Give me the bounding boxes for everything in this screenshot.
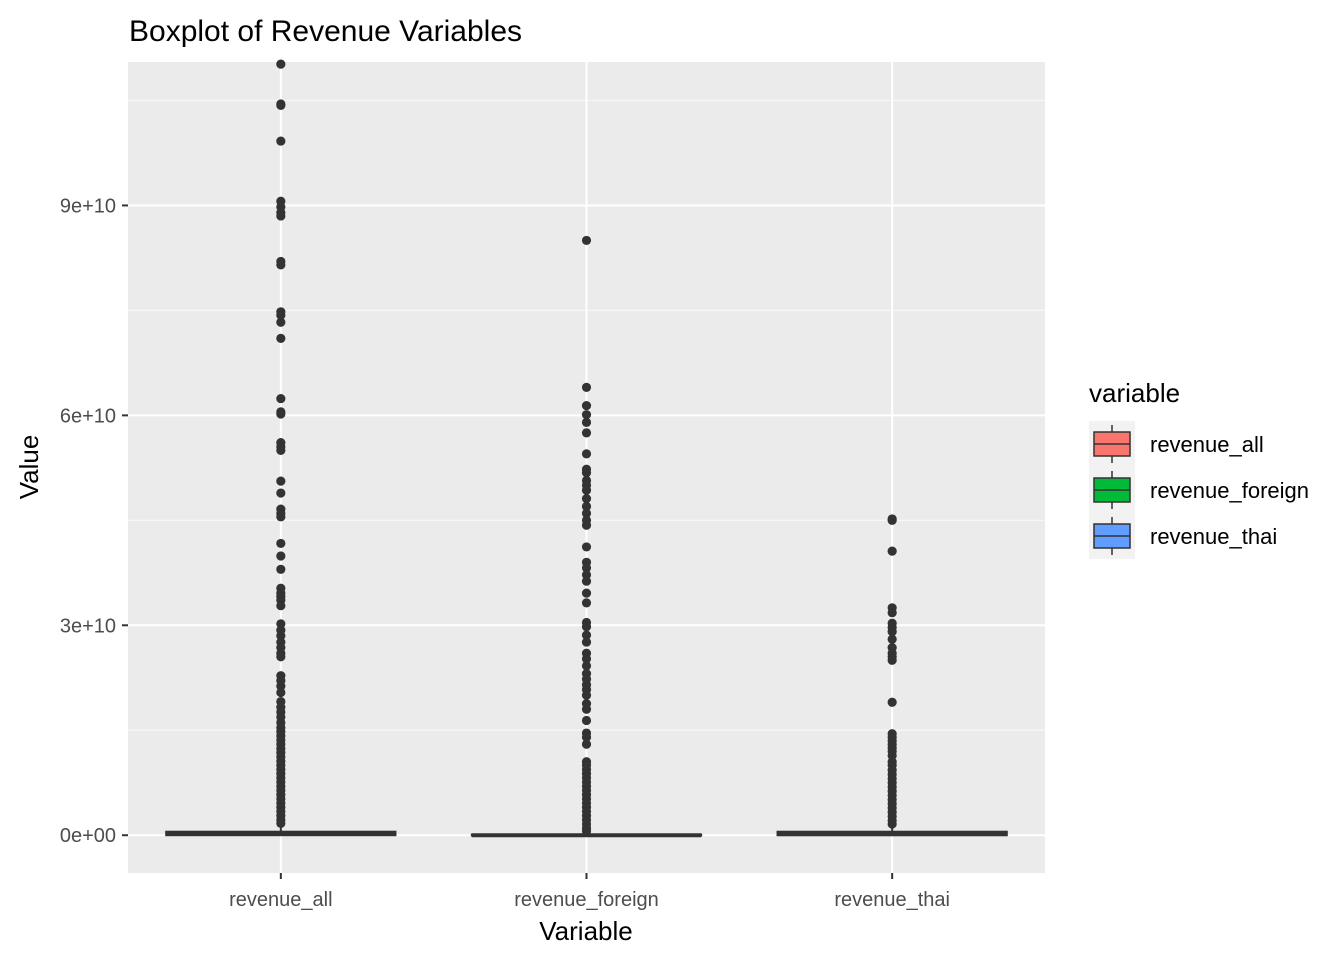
- outlier-revenue_all-13: [276, 333, 286, 343]
- outlier-revenue_foreign-21: [581, 576, 592, 586]
- y-tick-label-2: 6e+10: [60, 405, 116, 427]
- outlier-revenue_all-9: [276, 260, 286, 270]
- outlier-revenue_foreign-13: [581, 501, 592, 511]
- outlier-revenue_foreign-37: [581, 704, 592, 714]
- y-tick-label-0: 0e+00: [60, 825, 116, 847]
- boxplot-series: [165, 59, 1008, 838]
- outlier-revenue_foreign-20: [581, 570, 592, 580]
- y-tick-label-1: 3e+10: [60, 615, 116, 637]
- outlier-revenue_all-21: [276, 488, 286, 498]
- outlier-revenue_all-42: [276, 681, 286, 691]
- x-axis: revenue_all revenue_foreign revenue_thai: [229, 873, 950, 911]
- outlier-revenue_foreign-40: [581, 732, 592, 742]
- outlier-revenue_all-35: [276, 631, 286, 641]
- legend-label-0: revenue_all: [1150, 432, 1264, 457]
- outlier-revenue_all-14: [276, 393, 286, 404]
- outlier-revenue_foreign-41: [581, 739, 592, 749]
- outlier-revenue_all-72: [276, 818, 286, 828]
- x-tick-label-2: revenue_thai: [834, 889, 950, 911]
- outlier-revenue_thai-2: [887, 546, 897, 556]
- outlier-revenue_thai-8: [887, 634, 897, 644]
- legend: variable revenue_all revenue_foreignreven…: [1089, 378, 1309, 559]
- outlier-revenue_foreign-11: [581, 485, 592, 495]
- outlier-revenue_all-3: [276, 136, 286, 146]
- outlier-revenue_foreign-4: [581, 417, 592, 427]
- legend-item-revenue_thai: revenue_thai: [1089, 513, 1277, 559]
- outlier-revenue_all-20: [276, 476, 286, 486]
- outlier-revenue_all-11: [276, 310, 286, 320]
- outlier-revenue_foreign-16: [581, 520, 592, 530]
- y-tick-label-3: 9e+10: [60, 195, 116, 217]
- outlier-revenue_all-26: [276, 551, 286, 561]
- legend-label-1: revenue_foreign: [1150, 478, 1309, 503]
- outlier-revenue_foreign-27: [581, 637, 592, 647]
- outlier-revenue_all-0: [276, 59, 286, 69]
- outlier-revenue_foreign-12: [581, 494, 592, 504]
- legend-title: variable: [1089, 378, 1180, 408]
- outlier-revenue_foreign-19: [581, 563, 592, 573]
- outlier-revenue_all-12: [276, 317, 286, 327]
- outlier-revenue_thai-36: [887, 819, 897, 829]
- outlier-revenue_all-25: [276, 538, 286, 549]
- outlier-revenue_thai-1: [887, 515, 897, 525]
- outlier-revenue_all-24: [276, 512, 286, 522]
- outlier-revenue_foreign-6: [581, 449, 592, 459]
- y-axis-label: Value: [14, 435, 44, 500]
- outlier-revenue_foreign-29: [581, 654, 592, 664]
- box-revenue_thai: [776, 514, 1008, 837]
- outlier-revenue_all-2: [276, 100, 286, 110]
- outlier-revenue_foreign-1: [581, 382, 592, 392]
- outlier-revenue_all-19: [276, 445, 286, 455]
- x-tick-label-1: revenue_foreign: [514, 889, 659, 911]
- outlier-revenue_foreign-26: [581, 630, 592, 640]
- legend-item-revenue_all: revenue_all: [1089, 421, 1264, 467]
- outlier-revenue_foreign-35: [581, 690, 592, 700]
- x-tick-label-0: revenue_all: [229, 889, 332, 911]
- outlier-revenue_all-27: [276, 564, 286, 574]
- outlier-revenue_foreign-38: [581, 715, 592, 726]
- outlier-revenue_thai-13: [887, 697, 897, 707]
- outlier-revenue_foreign-22: [581, 588, 592, 598]
- outlier-revenue_foreign-23: [581, 598, 592, 608]
- box-revenue_foreign: [470, 235, 703, 838]
- outlier-revenue_foreign-14: [581, 508, 592, 518]
- box-revenue_all: [165, 59, 397, 837]
- outlier-revenue_all-33: [276, 619, 286, 629]
- outlier-revenue_foreign-59: [581, 826, 592, 836]
- outlier-revenue_all-43: [276, 687, 286, 698]
- legend-item-revenue_foreign: revenue_foreign: [1089, 467, 1309, 513]
- outlier-revenue_thai-4: [887, 608, 897, 618]
- outlier-revenue_foreign-17: [581, 542, 592, 552]
- outlier-revenue_foreign-25: [581, 622, 592, 632]
- outlier-revenue_foreign-0: [581, 235, 592, 246]
- outlier-revenue_thai-20: [887, 750, 897, 761]
- outlier-revenue_foreign-30: [581, 661, 592, 671]
- chart-title: Boxplot of Revenue Variables: [129, 15, 522, 48]
- outlier-revenue_foreign-3: [581, 410, 592, 420]
- x-axis-label: Variable: [539, 916, 632, 946]
- outlier-revenue_foreign-8: [581, 468, 592, 478]
- outlier-revenue_thai-7: [887, 626, 897, 637]
- outlier-revenue_foreign-2: [581, 400, 592, 411]
- outlier-revenue_all-39: [276, 652, 286, 662]
- outlier-revenue_all-16: [276, 409, 286, 419]
- outlier-revenue_all-7: [276, 211, 286, 221]
- outlier-revenue_foreign-5: [581, 428, 592, 438]
- outlier-revenue_all-32: [276, 601, 286, 611]
- outlier-revenue_thai-12: [887, 655, 897, 665]
- y-axis: 0e+00 3e+10 6e+10 9e+10: [60, 195, 128, 847]
- legend-label-2: revenue_thai: [1150, 524, 1277, 549]
